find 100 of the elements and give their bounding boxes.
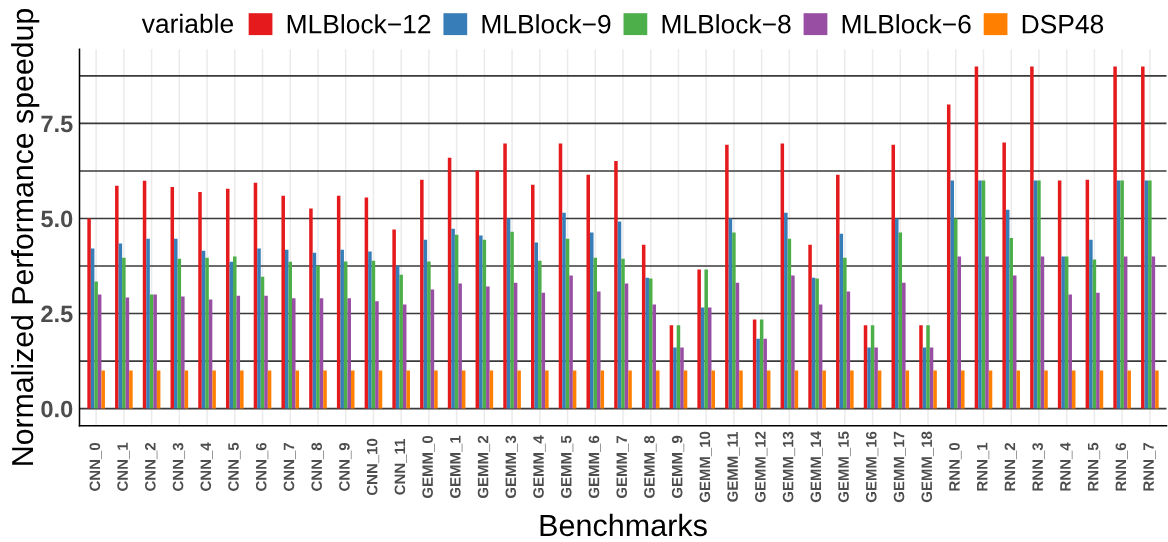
bar [451,228,455,409]
bar [902,282,906,409]
bar [198,191,202,409]
bar [458,283,462,409]
bar [756,338,760,409]
x-tick-label: GEMM_18 [921,431,934,503]
bar [652,304,657,409]
bar [1044,370,1048,409]
bar [531,184,535,409]
bar [1155,370,1159,409]
y-tick-label: 2.5 [41,305,73,323]
x-tick-label: CNN_7 [283,443,296,491]
bar [129,370,133,409]
x-tick-label: GEMM_2 [477,435,491,499]
bar [122,257,126,409]
bar [212,370,216,409]
bar [1096,292,1100,409]
bar [562,212,566,409]
bar [1089,239,1093,409]
bar [281,195,285,409]
x-tick-label: GEMM_14 [810,431,823,503]
bar [597,291,601,409]
bar [836,174,840,409]
bar [375,301,379,409]
x-tick-label: CNN_6 [255,442,269,491]
bar [368,251,372,409]
bar [891,144,896,409]
x-tick-label: GEMM_4 [533,435,546,499]
bar [264,295,268,409]
bar [350,370,355,409]
bar [711,370,715,409]
bar [1120,180,1124,409]
y-tick-label: 5.0 [41,210,73,228]
bar [1030,66,1034,409]
bar [586,174,590,409]
bar [985,256,989,409]
bar [538,260,542,409]
bar [94,281,98,409]
bar [1002,142,1006,409]
bar [926,325,930,409]
legend-label: DSP48 [1022,14,1104,34]
bar [205,257,209,409]
bar [406,370,410,409]
x-tick-label: GEMM_7 [616,435,629,499]
bar [257,248,261,409]
bar [503,143,507,409]
bar [323,370,327,409]
bar [843,257,847,409]
bar [1113,66,1117,409]
x-tick-label: RNN_2 [1004,442,1017,491]
bar [784,212,788,409]
y-tick-label: 0.0 [41,400,73,418]
x-tick-label: GEMM_1 [450,435,463,499]
x-tick-label: RNN_7 [1143,443,1156,491]
bar [288,261,293,409]
x-tick-label: GEMM_10 [699,431,712,503]
bar [1009,237,1013,409]
x-tick-label: GEMM_0 [422,435,435,499]
bar [1037,180,1041,409]
bar [340,249,344,409]
bar [1127,370,1131,409]
bar [240,370,244,409]
bar [895,218,899,409]
x-tick-label: CNN_10 [366,438,380,496]
x-tick-label: GEMM_17 [893,431,907,503]
bar [115,185,119,409]
x-tick-label: CNN_5 [228,442,241,491]
bar [614,161,618,409]
bar [1141,66,1145,409]
x-tick-label: RNN_3 [1032,442,1045,491]
bar [953,218,958,409]
bar [153,294,157,409]
bar [309,208,313,409]
bar [697,269,701,409]
bar [225,188,230,409]
bar [316,265,320,409]
x-tick-label: GEMM_5 [560,435,574,499]
bar [1016,370,1021,409]
bar [732,232,736,409]
bar [101,370,105,409]
x-tick-label: CNN_11 [394,439,407,495]
legend-title: variable [141,13,233,34]
y-axis-title: Normalized Performance speedup [11,9,40,465]
bar [763,338,767,409]
bar [874,347,878,409]
bar [791,275,795,409]
bar [420,179,424,409]
bar [434,370,438,409]
legend-label: MLBlock−8 [662,14,791,34]
bar [510,231,514,409]
x-tick-label: GEMM_9 [671,435,685,499]
bar [347,298,351,409]
bar [517,370,521,409]
legend-label: MLBlock−6 [842,14,971,34]
x-tick-label: CNN_2 [145,442,158,491]
bar [233,256,237,409]
bar [656,370,660,409]
bar [822,370,826,409]
bar [87,218,91,409]
bar [628,370,632,409]
